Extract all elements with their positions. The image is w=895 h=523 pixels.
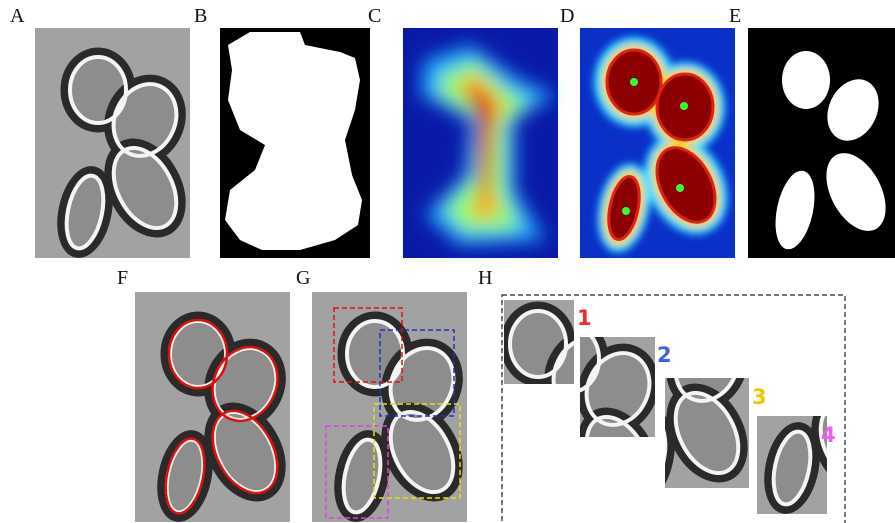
panel-label: D <box>560 5 574 27</box>
panel-label: F <box>117 267 128 289</box>
panel-label: G <box>296 267 310 289</box>
crop-label: 2 <box>657 343 672 367</box>
panel-label: E <box>729 5 741 27</box>
crop-label: 3 <box>752 385 767 409</box>
panel-label: B <box>194 5 207 27</box>
panel-label: A <box>10 5 25 27</box>
segmentation-mask <box>748 28 895 258</box>
micrograph <box>312 292 473 522</box>
panel-label: H <box>478 267 492 289</box>
crop-label: 1 <box>577 306 592 330</box>
binary-mask <box>220 28 370 258</box>
crop-label: 4 <box>821 423 836 447</box>
figure: A B C D E F G H 1 2 3 4 <box>0 0 895 523</box>
distance-map <box>403 28 558 258</box>
panel-label: C <box>368 5 381 27</box>
crops <box>475 273 895 523</box>
micrograph <box>35 28 196 258</box>
peak-map <box>580 28 744 258</box>
